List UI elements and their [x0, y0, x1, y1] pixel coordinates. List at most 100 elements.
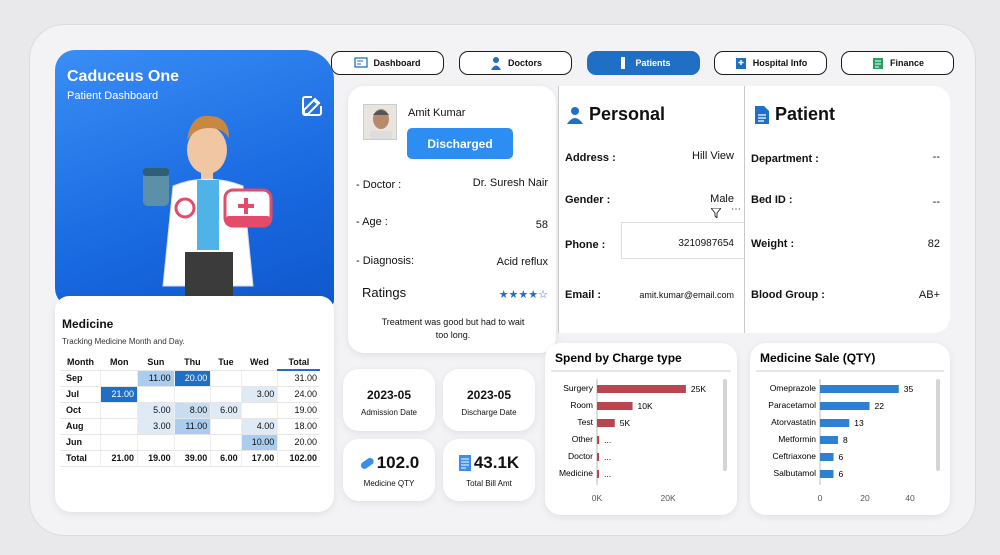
patient-info-title: Patient: [775, 104, 836, 124]
bar[interactable]: [820, 453, 834, 461]
patient-card: Amit Kumar Discharged - Doctor : Dr. Sur…: [348, 86, 556, 353]
edit-icon[interactable]: [300, 94, 324, 118]
table-cell: [100, 434, 138, 451]
medicine-table: Month Mon Sun Thu Tue Wed Total Sep 11.00 20.00 3…: [60, 354, 320, 467]
category-label: Other: [572, 434, 593, 444]
doctor-value: Dr. Suresh Nair: [472, 177, 548, 189]
diagnosis-value: Acid reflux: [496, 256, 548, 268]
table-row: Oct 5.00 8.00 6.00 19.00: [60, 402, 320, 419]
total-bill-label: Total Bill Amt: [466, 479, 512, 488]
gender-label: Gender :: [565, 194, 611, 206]
column-header[interactable]: Sun: [137, 354, 175, 371]
avatar: [363, 104, 397, 140]
bar[interactable]: [820, 419, 850, 427]
data-label: ...: [604, 469, 611, 479]
medicine-qty-label: Medicine QTY: [363, 479, 415, 488]
pill-icon: [360, 457, 374, 469]
blood-label: Blood Group :: [751, 289, 825, 301]
table-cell: 21.00: [100, 386, 138, 403]
nav-dashboard-button[interactable]: Dashboard: [331, 51, 444, 75]
table-cell: 21.00: [100, 450, 138, 467]
bar[interactable]: [597, 402, 633, 410]
medicine-qty-value: 102.0: [376, 453, 420, 472]
discharge-value: 2023-05: [466, 388, 512, 402]
total-cell: 20.00: [277, 434, 320, 451]
bar[interactable]: [597, 470, 599, 478]
document-icon: [755, 105, 769, 124]
total-cell: 31.00: [277, 370, 320, 387]
table-cell: [173, 434, 211, 451]
table-cell: [240, 370, 278, 387]
chart-scrollbar[interactable]: [723, 379, 727, 471]
bed-label: Bed ID :: [751, 194, 793, 206]
email-value: amit.kumar@email.com: [639, 290, 734, 300]
bar[interactable]: [820, 402, 870, 410]
category-label: Ceftriaxone: [773, 451, 817, 461]
nav-patients-button[interactable]: Patients: [587, 51, 700, 75]
table-cell: [137, 386, 175, 403]
column-header[interactable]: Tue: [210, 354, 242, 371]
category-label: Doctor: [568, 451, 593, 461]
x-tick-label: 0: [818, 493, 823, 503]
filter-icon[interactable]: [711, 208, 721, 218]
status-badge: Discharged: [407, 128, 513, 159]
table-cell: 3.00: [137, 418, 175, 435]
chart-scrollbar[interactable]: [936, 379, 940, 471]
finance-icon: [871, 56, 885, 70]
dashboard-icon: [354, 56, 369, 70]
data-label: 22: [875, 401, 885, 411]
month-cell: Aug: [60, 418, 101, 435]
x-tick-label: 40: [905, 493, 915, 503]
table-cell: 19.00: [137, 450, 175, 467]
table-cell: [210, 418, 242, 435]
phone-value: 3210987654: [678, 238, 734, 249]
medicine-qty-card: 102.0 Medicine QTY: [343, 439, 435, 501]
x-tick-label: 20K: [661, 493, 676, 503]
weight-label: Weight :: [751, 238, 795, 250]
more-options-icon[interactable]: ⋯: [731, 204, 741, 215]
total-bill-card: 43.1K Total Bill Amt: [443, 439, 535, 501]
table-cell: 20.00: [173, 370, 211, 387]
column-header[interactable]: Thu: [174, 354, 211, 371]
table-cell: [173, 386, 211, 403]
bar[interactable]: [597, 436, 600, 444]
bar[interactable]: [597, 453, 599, 461]
bar[interactable]: [820, 470, 834, 478]
bar[interactable]: [597, 385, 686, 393]
category-label: Medicine: [559, 468, 593, 478]
admission-value: 2023-05: [366, 388, 412, 402]
total-cell: 19.00: [277, 402, 320, 419]
category-label: Omeprazole: [770, 383, 817, 393]
person-icon: [567, 106, 583, 124]
column-header[interactable]: Mon: [100, 354, 138, 371]
rating-stars: ★★★★☆: [498, 289, 548, 301]
table-cell: [137, 434, 175, 451]
nav-hospital-info-button[interactable]: Hospital Info: [714, 51, 827, 75]
bar[interactable]: [820, 436, 838, 444]
table-cell: [100, 370, 138, 387]
email-label: Email :: [565, 289, 602, 301]
chart-title: Medicine Sale (QTY): [760, 351, 875, 365]
table-cell: [210, 370, 242, 387]
table-cell: [210, 434, 242, 451]
total-cell: 24.00: [277, 386, 320, 403]
nav-finance-button[interactable]: Finance: [841, 51, 954, 75]
medicine-title: Medicine: [62, 317, 114, 331]
nav-doctors-button[interactable]: Doctors: [459, 51, 572, 75]
column-header[interactable]: Month: [60, 354, 101, 371]
bar[interactable]: [597, 419, 615, 427]
bar[interactable]: [820, 385, 899, 393]
bed-value: --: [932, 196, 940, 208]
column-header[interactable]: Wed: [241, 354, 278, 371]
chart-title: Spend by Charge type: [555, 351, 682, 365]
table-row: Jul 21.00 3.00 24.00: [60, 386, 320, 403]
column-header[interactable]: Total: [277, 354, 320, 371]
category-label: Salbutamol: [773, 468, 816, 478]
table-cell: 11.00: [137, 370, 175, 387]
table-row: Sep 11.00 20.00 31.00: [60, 370, 320, 387]
data-label: 5K: [620, 418, 631, 428]
department-value: --: [932, 151, 940, 163]
month-cell: Jul: [60, 386, 101, 403]
medicine-sale-chart-card: Medicine Sale (QTY) Omeprazole 35 Paracetam…: [750, 343, 950, 515]
table-cell: 5.00: [137, 402, 175, 419]
